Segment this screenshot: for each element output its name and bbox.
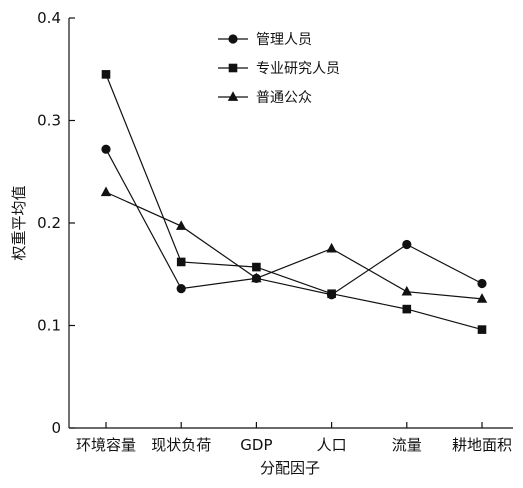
series-circle [101,144,487,300]
legend-item: 管理人员 [218,32,312,48]
x-tick-label: 人口 [317,436,347,454]
x-axis-title: 分配因子 [260,459,320,477]
x-tick-label: 环境容量 [76,436,136,454]
x-tick-label: 耕地面积 [452,436,512,454]
legend-marker-square [228,63,238,73]
y-tick-label: 0 [51,419,61,437]
data-point-square [176,257,186,267]
y-axis-ticks: 0 0.1 0.2 0.3 0.4 [37,9,75,437]
data-point-triangle [176,220,187,230]
series-line [105,148,483,296]
series-square [101,70,487,334]
y-tick-label: 0.4 [37,9,61,27]
data-point-square [101,70,111,79]
x-tick-label: 流量 [392,436,422,454]
legend-item: 普通公众 [218,90,312,106]
data-point-triangle [476,293,488,303]
legend-marker-circle [228,34,238,44]
data-point-triangle [100,186,112,197]
x-axis-ticks: 环境容量 现状负荷 GDP 人口 流量 耕地面积 [76,422,512,454]
y-axis-title: 权重平均值 [10,185,28,260]
data-point-triangle [326,242,337,253]
data-point-circle [101,144,111,154]
legend-label: 专业研究人员 [256,61,340,77]
series-line [105,74,483,331]
data-point-square [402,304,412,314]
legend-label: 管理人员 [256,32,312,48]
data-point-circle [477,278,487,289]
legend-label: 普通公众 [256,90,312,106]
series-triangle [100,186,488,303]
legend-marker-triangle [227,91,239,101]
x-tick-label: GDP [240,436,272,454]
axes [68,18,513,429]
legend-item: 专业研究人员 [218,61,340,77]
series-layer [100,70,488,334]
data-point-triangle [251,272,262,283]
data-point-triangle [401,285,412,296]
data-point-square [252,262,261,272]
series-line [105,191,483,300]
data-point-square [477,325,487,334]
data-point-circle [176,284,186,294]
y-tick-label: 0.1 [37,317,61,335]
data-point-square [327,289,336,299]
data-point-circle [402,239,412,250]
x-tick-label: 现状负荷 [151,436,211,454]
y-tick-label: 0.2 [37,214,61,232]
y-tick-label: 0.3 [37,112,61,130]
